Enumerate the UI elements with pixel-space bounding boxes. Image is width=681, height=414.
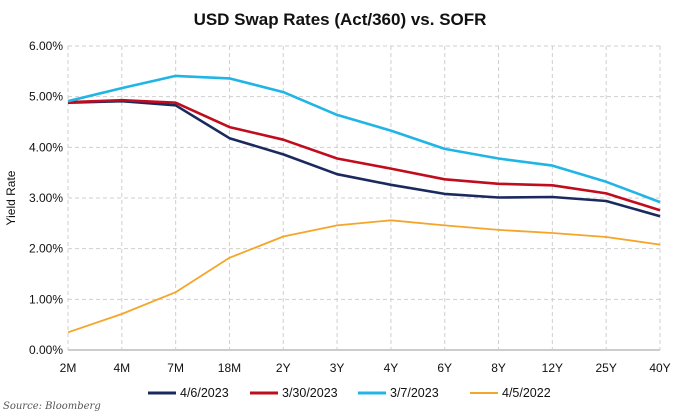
y-tick-label: 2.00% [29,242,63,256]
series-line [67,98,661,212]
legend-label: 4/5/2022 [502,386,551,400]
y-axis-label: Yield Rate [4,170,18,225]
x-tick-label: 4M [113,361,130,375]
x-tick-label: 2Y [276,361,291,375]
y-tick-label: 0.00% [29,343,63,357]
series-line [67,74,661,204]
source-note: Source: Bloomberg [3,401,101,412]
x-tick-label: 7M [167,361,184,375]
y-tick-label: 4.00% [29,140,63,154]
x-tick-label: 6Y [437,361,452,375]
y-tick-label: 1.00% [29,292,63,306]
legend: 4/6/2023 3/30/2023 3/7/2023 4/5/2022 [148,386,551,400]
series-line [67,219,661,334]
legend-label: 4/6/2023 [180,386,229,400]
legend-label: 3/7/2023 [390,386,439,400]
x-tick-label: 18M [218,361,241,375]
y-tick-label: 6.00% [29,39,63,53]
x-tick-label: 4Y [384,361,399,375]
y-tick-label: 3.00% [29,191,63,205]
chart-title: USD Swap Rates (Act/360) vs. SOFR [194,10,487,29]
x-tick-label: 40Y [649,361,670,375]
series-line [67,99,661,218]
y-tick-label: 5.00% [29,90,63,104]
x-tick-label: 12Y [542,361,563,375]
y-axis-ticks: 0.00% 1.00% 2.00% 3.00% 4.00% 5.00% 6.00% [29,39,63,357]
series-lines [67,74,661,334]
x-tick-label: 3Y [330,361,345,375]
x-tick-label: 2M [60,361,77,375]
x-tick-label: 25Y [596,361,617,375]
gridlines [67,45,661,351]
x-tick-label: 8Y [491,361,506,375]
legend-label: 3/30/2023 [282,386,338,400]
x-axis-ticks: 2M 4M 7M 18M 2Y 3Y 4Y 6Y 8Y 12Y 25Y 40Y [60,361,671,375]
